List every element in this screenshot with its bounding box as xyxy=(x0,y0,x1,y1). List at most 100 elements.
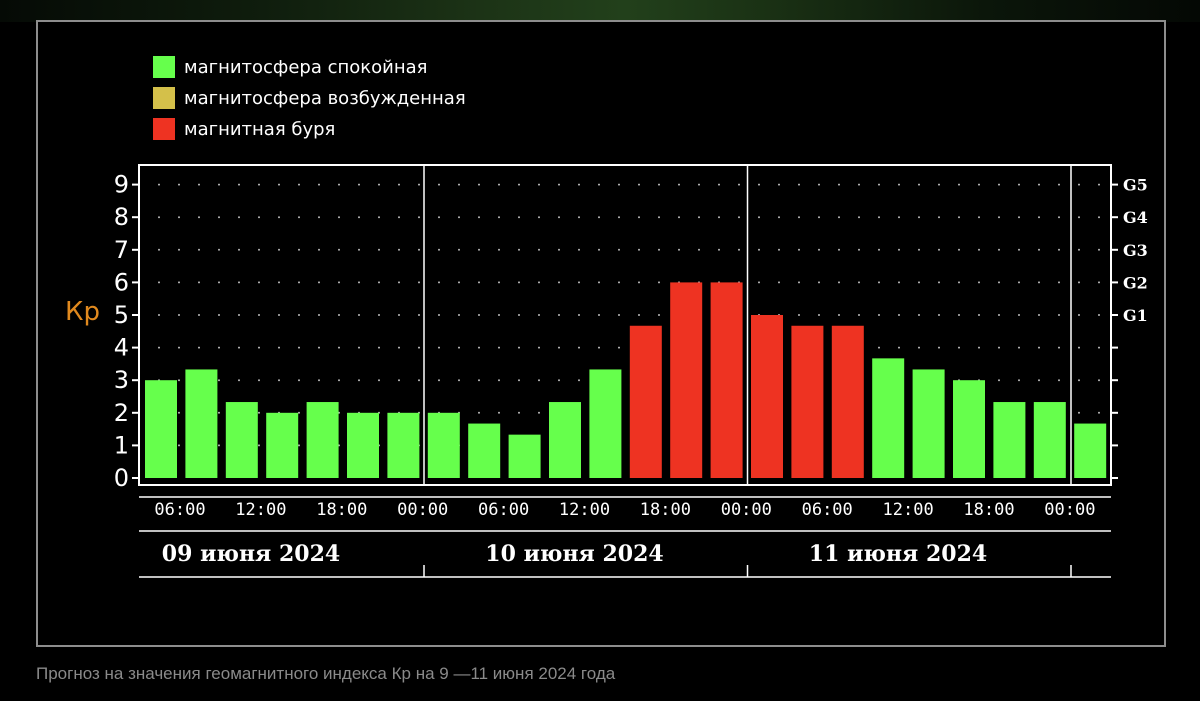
grid-dot xyxy=(778,281,780,284)
grid-dot xyxy=(558,346,560,349)
grid-dot xyxy=(238,216,240,219)
legend-label: магнитосфера спокойная xyxy=(184,57,427,78)
grid-dot xyxy=(918,281,920,284)
grid-dot xyxy=(498,281,500,284)
grid-dot xyxy=(278,314,280,316)
grid-dot xyxy=(398,216,400,219)
g-level-label: G3 xyxy=(1123,241,1148,260)
grid-dot xyxy=(518,183,520,186)
grid-dot xyxy=(658,216,660,219)
grid-dot xyxy=(738,216,740,219)
x-tick-label: 18:00 xyxy=(963,500,1014,520)
grid-dot xyxy=(798,248,800,251)
grid-dot xyxy=(578,281,580,284)
grid-dot xyxy=(538,314,540,316)
y-tick-label: 2 xyxy=(114,399,129,427)
kp-bar-14 xyxy=(670,282,703,478)
grid-dot xyxy=(1098,411,1100,414)
grid-dot xyxy=(598,346,600,349)
grid-dot xyxy=(378,281,380,284)
grid-dot xyxy=(258,248,260,251)
grid-dot xyxy=(238,183,240,186)
grid-dot xyxy=(318,183,320,186)
grid-dot xyxy=(1018,216,1020,219)
grid-dot xyxy=(458,248,460,251)
grid-dot xyxy=(958,314,960,316)
grid-dot xyxy=(958,281,960,284)
grid-dot xyxy=(1058,183,1060,186)
grid-dot xyxy=(978,183,980,186)
grid-dot xyxy=(718,216,720,219)
grid-dot xyxy=(898,281,900,284)
grid-dot xyxy=(398,183,400,186)
grid-dot xyxy=(658,183,660,186)
grid-dot xyxy=(918,216,920,219)
grid-dot xyxy=(958,346,960,349)
grid-dot xyxy=(798,314,800,316)
grid-dot xyxy=(558,379,560,382)
kp-bar-2 xyxy=(185,369,218,478)
grid-dot xyxy=(978,216,980,219)
grid-dot xyxy=(618,183,620,186)
grid-dot xyxy=(1098,248,1100,251)
grid-dot xyxy=(758,216,760,219)
grid-dot xyxy=(938,183,940,186)
grid-dot xyxy=(618,346,620,349)
grid-dot xyxy=(998,248,1000,251)
grid-dot xyxy=(1098,281,1100,284)
grid-dot xyxy=(318,281,320,284)
kp-bar-5 xyxy=(306,402,339,478)
grid-dot xyxy=(218,216,220,219)
grid-dot xyxy=(618,281,620,284)
grid-dot xyxy=(1078,281,1080,284)
kp-bar-15 xyxy=(710,282,743,478)
grid-dot xyxy=(998,379,1000,382)
grid-dot xyxy=(178,346,180,349)
grid-dot xyxy=(158,216,160,219)
grid-dot xyxy=(1058,346,1060,349)
grid-dot xyxy=(578,216,580,219)
grid-dot xyxy=(478,379,480,382)
grid-dot xyxy=(158,346,160,349)
kp-bar-10 xyxy=(508,434,541,478)
grid-dot xyxy=(678,248,680,251)
y-tick-label: 8 xyxy=(114,203,129,231)
grid-dot xyxy=(518,314,520,316)
grid-dot xyxy=(538,379,540,382)
grid-dot xyxy=(218,444,220,447)
kp-bar-8 xyxy=(427,412,460,478)
grid-dot xyxy=(438,314,440,316)
grid-dot xyxy=(638,216,640,219)
grid-dot xyxy=(918,183,920,186)
grid-dot xyxy=(178,411,180,414)
grid-dot xyxy=(1018,346,1020,349)
grid-dot xyxy=(458,314,460,316)
grid-dot xyxy=(498,346,500,349)
g-level-label: G2 xyxy=(1123,273,1148,292)
grid-dot xyxy=(398,314,400,316)
grid-dot xyxy=(298,346,300,349)
x-tick-label: 00:00 xyxy=(1044,500,1095,520)
grid-dot xyxy=(158,183,160,186)
figure-caption: Прогноз на значения геомагнитного индекс… xyxy=(36,664,616,683)
grid-dot xyxy=(898,248,900,251)
grid-dot xyxy=(738,183,740,186)
grid-dot xyxy=(218,314,220,316)
grid-dot xyxy=(478,411,480,414)
kp-forecast-chart: 0 1 2 3 4 5 6 7 8 9 Кр G1 G2 G3 G4 G5 06:00 12:00 18:00 00:… xyxy=(65,56,1148,578)
grid-dot xyxy=(198,281,200,284)
grid-dot xyxy=(438,248,440,251)
grid-dot xyxy=(458,379,460,382)
grid-dot xyxy=(598,216,600,219)
grid-dot xyxy=(598,281,600,284)
grid-dot xyxy=(758,248,760,251)
grid-dot xyxy=(238,248,240,251)
x-tick-label: 06:00 xyxy=(802,500,853,520)
grid-dot xyxy=(938,346,940,349)
grid-dot xyxy=(498,248,500,251)
kp-bar-7 xyxy=(387,412,420,478)
kp-bar-11 xyxy=(549,402,581,478)
grid-dot xyxy=(858,216,860,219)
grid-dot xyxy=(258,183,260,186)
grid-dot xyxy=(1038,248,1040,251)
